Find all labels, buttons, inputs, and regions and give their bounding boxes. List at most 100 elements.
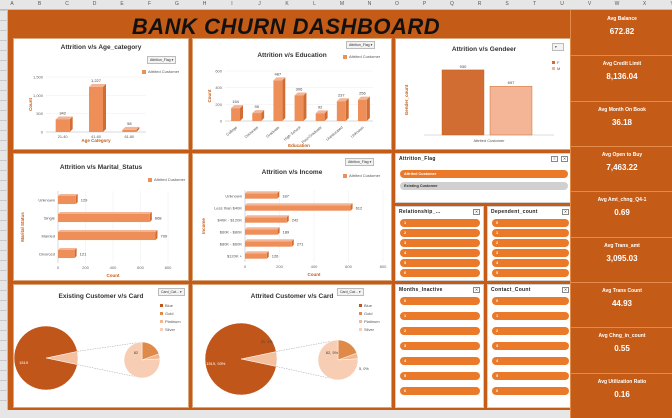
slicer-item[interactable]: 5 (492, 372, 569, 380)
bar-side (261, 110, 265, 121)
column-letter: L (313, 1, 316, 7)
slicer-item[interactable]: 6 (492, 387, 569, 395)
bar-top (245, 203, 353, 206)
bar-top (58, 193, 78, 196)
contact-count-slicer: Contact_Count ✕ 0 1 2 3 4 5 6 (487, 284, 573, 408)
existing-card-filter-button[interactable]: Card_Cat... ▾ (158, 288, 185, 296)
data-label: 82 (134, 350, 139, 355)
slicer-item[interactable]: 5 (492, 269, 569, 277)
age-filter-button[interactable]: Attrition_Flag ▾ (147, 56, 177, 64)
bar-side (69, 116, 73, 132)
slicer-item[interactable]: 4 (492, 357, 569, 365)
slicer-item[interactable]: 4 (400, 357, 480, 365)
gender-chart-title: Attrition v/s Gendeer (451, 46, 517, 53)
y-axis-title: Count (207, 89, 212, 102)
data-label: 271 (297, 242, 304, 247)
bar-side (324, 110, 328, 121)
kpi-card: Avg Credit Limit 8,136.04 (571, 61, 672, 81)
kpi-label: Avg Amt_chng_Q4-1 (597, 197, 647, 204)
kpi-card: Avg Month On Book 36.18 (571, 107, 672, 127)
clear-filter-icon[interactable]: ✕ (473, 287, 480, 293)
slicer-item[interactable]: 1 (400, 219, 480, 227)
clear-filter-icon[interactable]: ✕ (561, 156, 568, 162)
slicer-item[interactable]: 1 (400, 312, 480, 320)
slicer-item[interactable]: 3 (400, 239, 480, 247)
slicer-item[interactable]: 2 (400, 229, 480, 237)
bar-top (55, 116, 73, 120)
x-tick-label: 41-60 (91, 135, 101, 139)
slicer-item[interactable]: 4 (492, 259, 569, 267)
data-label: 21, 1% (261, 340, 273, 344)
bar-top (245, 251, 269, 254)
legend-label: Silver (165, 327, 176, 332)
bar (55, 119, 70, 132)
attrition-slicer: Attrition_Flag ≡ ✕ Attrited Customer Exi… (395, 153, 573, 203)
kpi-card: Avg Chng_in_count 0.55 (571, 333, 672, 353)
bar-side (303, 92, 307, 121)
column-letter: D (92, 1, 97, 7)
slicer-item[interactable]: 1 (492, 312, 569, 320)
data-label: 82, 5% (326, 350, 339, 355)
kpi-card: Avg Balance 672.82 (571, 16, 672, 36)
bar-top (252, 110, 265, 114)
slicer-item[interactable]: 0 (492, 219, 569, 227)
bar (245, 229, 278, 235)
education-filter-button[interactable]: Attrition_Flag ▾ (346, 41, 376, 49)
slicer-item[interactable]: Existing Customer (400, 182, 568, 190)
slicer-item[interactable]: 5 (400, 259, 480, 267)
slicer-item[interactable]: 4 (400, 249, 480, 257)
kpi-value: 44.93 (611, 299, 633, 308)
clear-filter-icon[interactable]: ✕ (562, 287, 569, 293)
slicer-item[interactable]: 2 (400, 327, 480, 335)
slicer-item[interactable]: 0 (492, 297, 569, 305)
data-label: 58 (127, 121, 132, 126)
legend-swatch (359, 304, 362, 307)
bar-side (103, 84, 106, 132)
column-letter: M (339, 1, 345, 7)
gender-filter-button[interactable]: ▾ (552, 43, 564, 51)
slicer-item[interactable]: 3 (492, 342, 569, 350)
slicer-item[interactable]: Attrited Customer (400, 170, 568, 178)
y-axis-title: Count (28, 98, 33, 111)
slicer-item[interactable]: 6 (400, 387, 480, 395)
x-tick-label: 0 (57, 265, 60, 270)
slicer-item[interactable]: 3 (492, 249, 569, 257)
bar (58, 195, 76, 205)
x-axis-title: Count (308, 272, 321, 277)
x-tick-label: Doctorate (244, 126, 259, 140)
slicer-item[interactable]: 3 (400, 342, 480, 350)
multi-select-icon[interactable]: ≡ (551, 156, 558, 162)
column-header-bar: A B C D E F G H I J K L M N O P Q R S T U V W X Y (0, 0, 672, 10)
y-tick-label: 500 (36, 111, 43, 116)
kpi-card: Avg Amt_chng_Q4-1 0.69 (571, 197, 672, 217)
slicer-item[interactable]: 6 (400, 269, 480, 277)
slicer-item[interactable]: 2 (492, 327, 569, 335)
bar-side (277, 191, 280, 199)
legend-label: Platinum (165, 319, 181, 324)
income-filter-button[interactable]: Attrition_Flag ▾ (345, 158, 375, 166)
kpi-value: 672.82 (609, 27, 635, 36)
x-tick-label: 200 (276, 264, 283, 269)
data-label: 126 (272, 254, 279, 259)
x-axis-title: Age Category (81, 138, 111, 143)
column-letter: U (560, 1, 564, 7)
slicer-item[interactable]: 5 (400, 372, 480, 380)
existing-card-title: Existing Customer v/s Card (58, 293, 144, 300)
kpi-value: 36.18 (611, 117, 633, 127)
kpi-label: Avg Credit Limit (602, 61, 642, 68)
clear-filter-icon[interactable]: ✕ (562, 209, 569, 215)
pie-slice (14, 325, 78, 391)
slicer-item[interactable]: 0 (400, 297, 480, 305)
slicer-item[interactable]: 2 (492, 239, 569, 247)
column-letter: I (231, 1, 233, 7)
income-chart-plot: 0 200 400 600 800 187 Unknown 612 Less than $40K… (201, 190, 387, 277)
x-tick-label: 61-80 (124, 135, 134, 139)
x-tick-label: 600 (137, 265, 144, 270)
bar-top (89, 84, 106, 88)
attrited-card-filter-button[interactable]: Card_Cat... ▾ (337, 288, 364, 296)
y-tick-label: $80K - $60K (220, 242, 243, 247)
bar-top (245, 239, 294, 242)
clear-filter-icon[interactable]: ✕ (473, 209, 480, 215)
kpi-sidebar: Avg Balance 672.82 Avg Credit Limit 8,136.0… (570, 10, 672, 418)
slicer-item[interactable]: 1 (492, 229, 569, 237)
